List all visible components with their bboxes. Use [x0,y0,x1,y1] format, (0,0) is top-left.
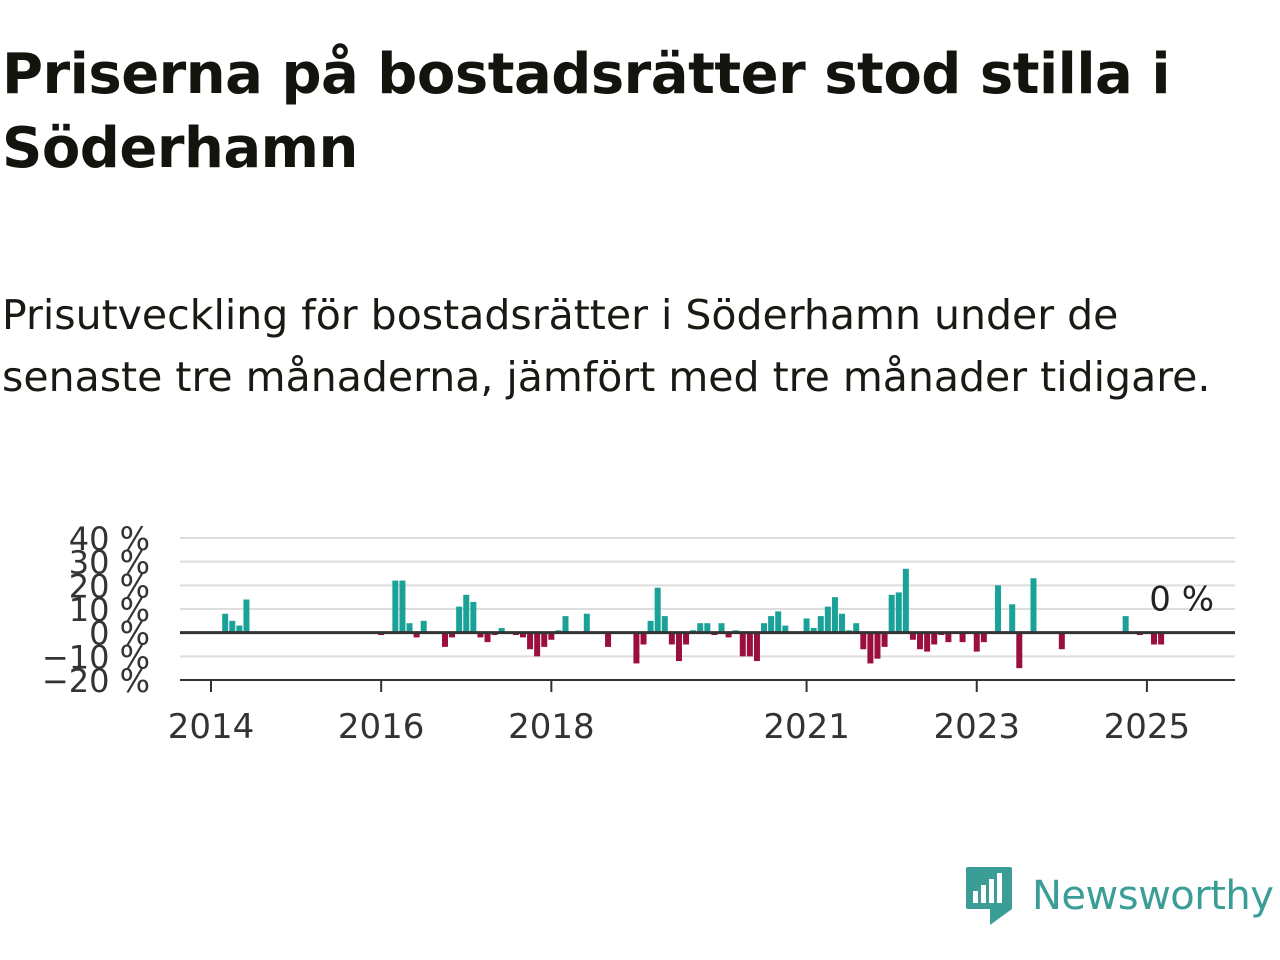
bar [697,623,704,633]
bar [519,632,526,638]
bar [683,632,690,645]
bar [477,632,484,638]
bar [874,632,881,659]
bar [222,613,229,633]
bar [853,623,860,633]
bar [1158,632,1165,645]
bar [803,618,810,633]
bar [881,632,888,647]
bar [973,632,980,652]
bar [633,632,640,664]
y-tick-label: −20 % [42,662,150,700]
bar [562,616,569,633]
bar [839,613,846,633]
x-tick-label: 2016 [338,707,425,740]
bar [420,620,427,633]
bar [810,627,817,633]
bar [746,632,753,657]
bar [1030,578,1037,633]
bar [824,606,831,633]
brand-logo: Newsworthy [964,864,1274,928]
x-tick-label: 2018 [508,707,595,740]
bar [668,632,675,645]
bar [548,632,555,640]
bar [995,585,1002,633]
bar [236,625,243,633]
bar [654,587,661,633]
bar [909,632,916,640]
bar [541,632,548,647]
bar [924,632,931,652]
bar [739,632,746,657]
y-tick-label: 30 % [69,544,150,582]
chart-subtitle: Prisutveckling för bostadsrätter i Söder… [2,291,1211,401]
bar [498,627,505,633]
bar [399,580,406,633]
bar [1009,604,1016,633]
bar [406,623,413,633]
last-value-label: 0 % [1149,580,1214,620]
bar [945,632,952,643]
bar [661,616,668,633]
chart-title: Priserna på bostadsrätter stod stilla i … [2,42,1171,181]
y-tick-label: −10 % [42,638,150,676]
bar [817,616,824,633]
axes [180,631,1235,692]
bar [831,597,838,633]
bar [895,592,902,633]
bar [704,623,711,633]
bar [640,632,647,645]
bar [484,632,491,643]
bar [775,611,782,633]
bar [392,580,399,633]
bar [768,616,775,633]
newsworthy-logo-icon [966,867,1012,925]
bar [449,632,456,638]
bar [229,620,236,633]
bar [867,632,874,664]
bar [1058,632,1065,650]
bar [243,599,250,633]
x-tick-label: 2021 [763,707,850,740]
bar [980,632,987,643]
bar [647,620,654,633]
x-tick-label: 2023 [933,707,1020,740]
bar [902,568,909,633]
bar [718,623,725,633]
bar-chart: −20 %−10 %0 %10 %20 %30 %40 %2014 2016 201… [42,520,1235,740]
y-tick-label: 0 % [89,615,150,653]
bar [527,632,534,650]
bar [888,594,895,633]
x-tick-label: 2014 [168,707,255,740]
bar [605,632,612,647]
bar [725,632,732,638]
bar [534,632,541,657]
bar [917,632,924,650]
bars [222,568,1165,669]
bar [1016,632,1023,669]
bar [860,632,867,650]
bar [470,601,477,633]
y-tick-label: 40 % [69,520,150,558]
bar [583,613,590,633]
bar [456,606,463,633]
x-tick-label: 2025 [1104,707,1191,740]
bar [753,632,760,662]
y-tick-label: 20 % [69,567,150,605]
bar [1122,616,1129,633]
bar [463,594,470,633]
bar [931,632,938,645]
bar [675,632,682,662]
bar [761,623,768,633]
gridlines [180,537,1235,658]
labels: −20 %−10 %0 %10 %20 %30 %40 %2014 2016 201… [42,520,1214,740]
bar [441,632,448,647]
bar [782,625,789,633]
brand-name: Newsworthy [1032,873,1274,919]
bar [959,632,966,643]
bar [1151,632,1158,645]
bar [413,632,420,638]
y-tick-label: 10 % [69,591,150,629]
